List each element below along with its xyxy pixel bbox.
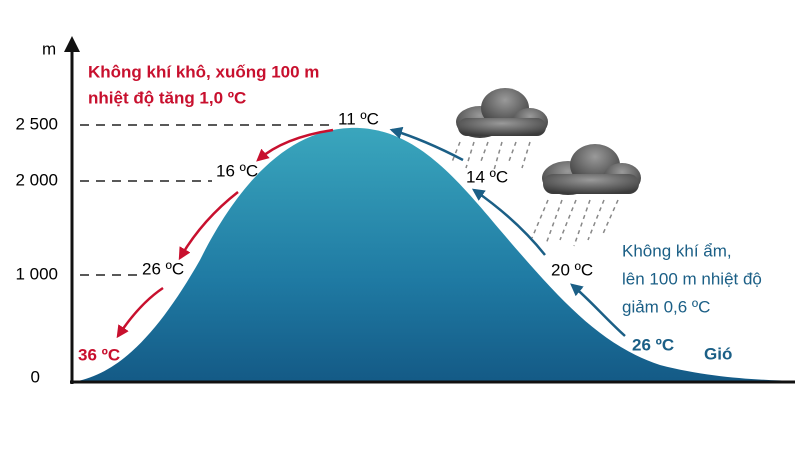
tick-label: 2 000 [15,170,58,189]
axis-arrow [64,36,80,52]
note-line: giảm 0,6 ºC [622,297,710,316]
temperature: 26 ºC [632,335,674,354]
tick-label: 0 [31,367,40,386]
note-line: nhiệt độ tăng 1,0 ºC [88,88,246,107]
temperature: 14 ºC [466,167,508,186]
guide-lines [80,124,335,276]
mountain [72,127,795,382]
tick-label: 2 500 [15,114,58,133]
wet-arrows [389,126,626,337]
note-line: Không khí ẩm, [622,241,732,260]
cloud [451,88,548,171]
axis-unit: m [42,39,56,58]
note-line: lên 100 m nhiệt độ [622,269,762,288]
temperature: 36 ºC [78,345,120,364]
temperature: 11 ºC [338,109,379,128]
tick-label: 1 000 [15,264,58,283]
note-line: Không khí khô, xuống 100 m [88,62,319,81]
dry-note: Không khí khô, xuống 100 m nhiệt độ tăng… [88,62,319,107]
wet-note: Không khí ẩm, lên 100 m nhiệt độ giảm 0,… [622,241,762,316]
cloud [531,144,641,247]
temperature: 26 ºC [142,259,184,278]
axes [70,48,795,384]
temperature: 20 ºC [551,260,593,279]
wind-label: Gió [704,344,732,363]
dry-arrows [116,128,334,339]
temperature: 16 ºC [216,161,258,180]
